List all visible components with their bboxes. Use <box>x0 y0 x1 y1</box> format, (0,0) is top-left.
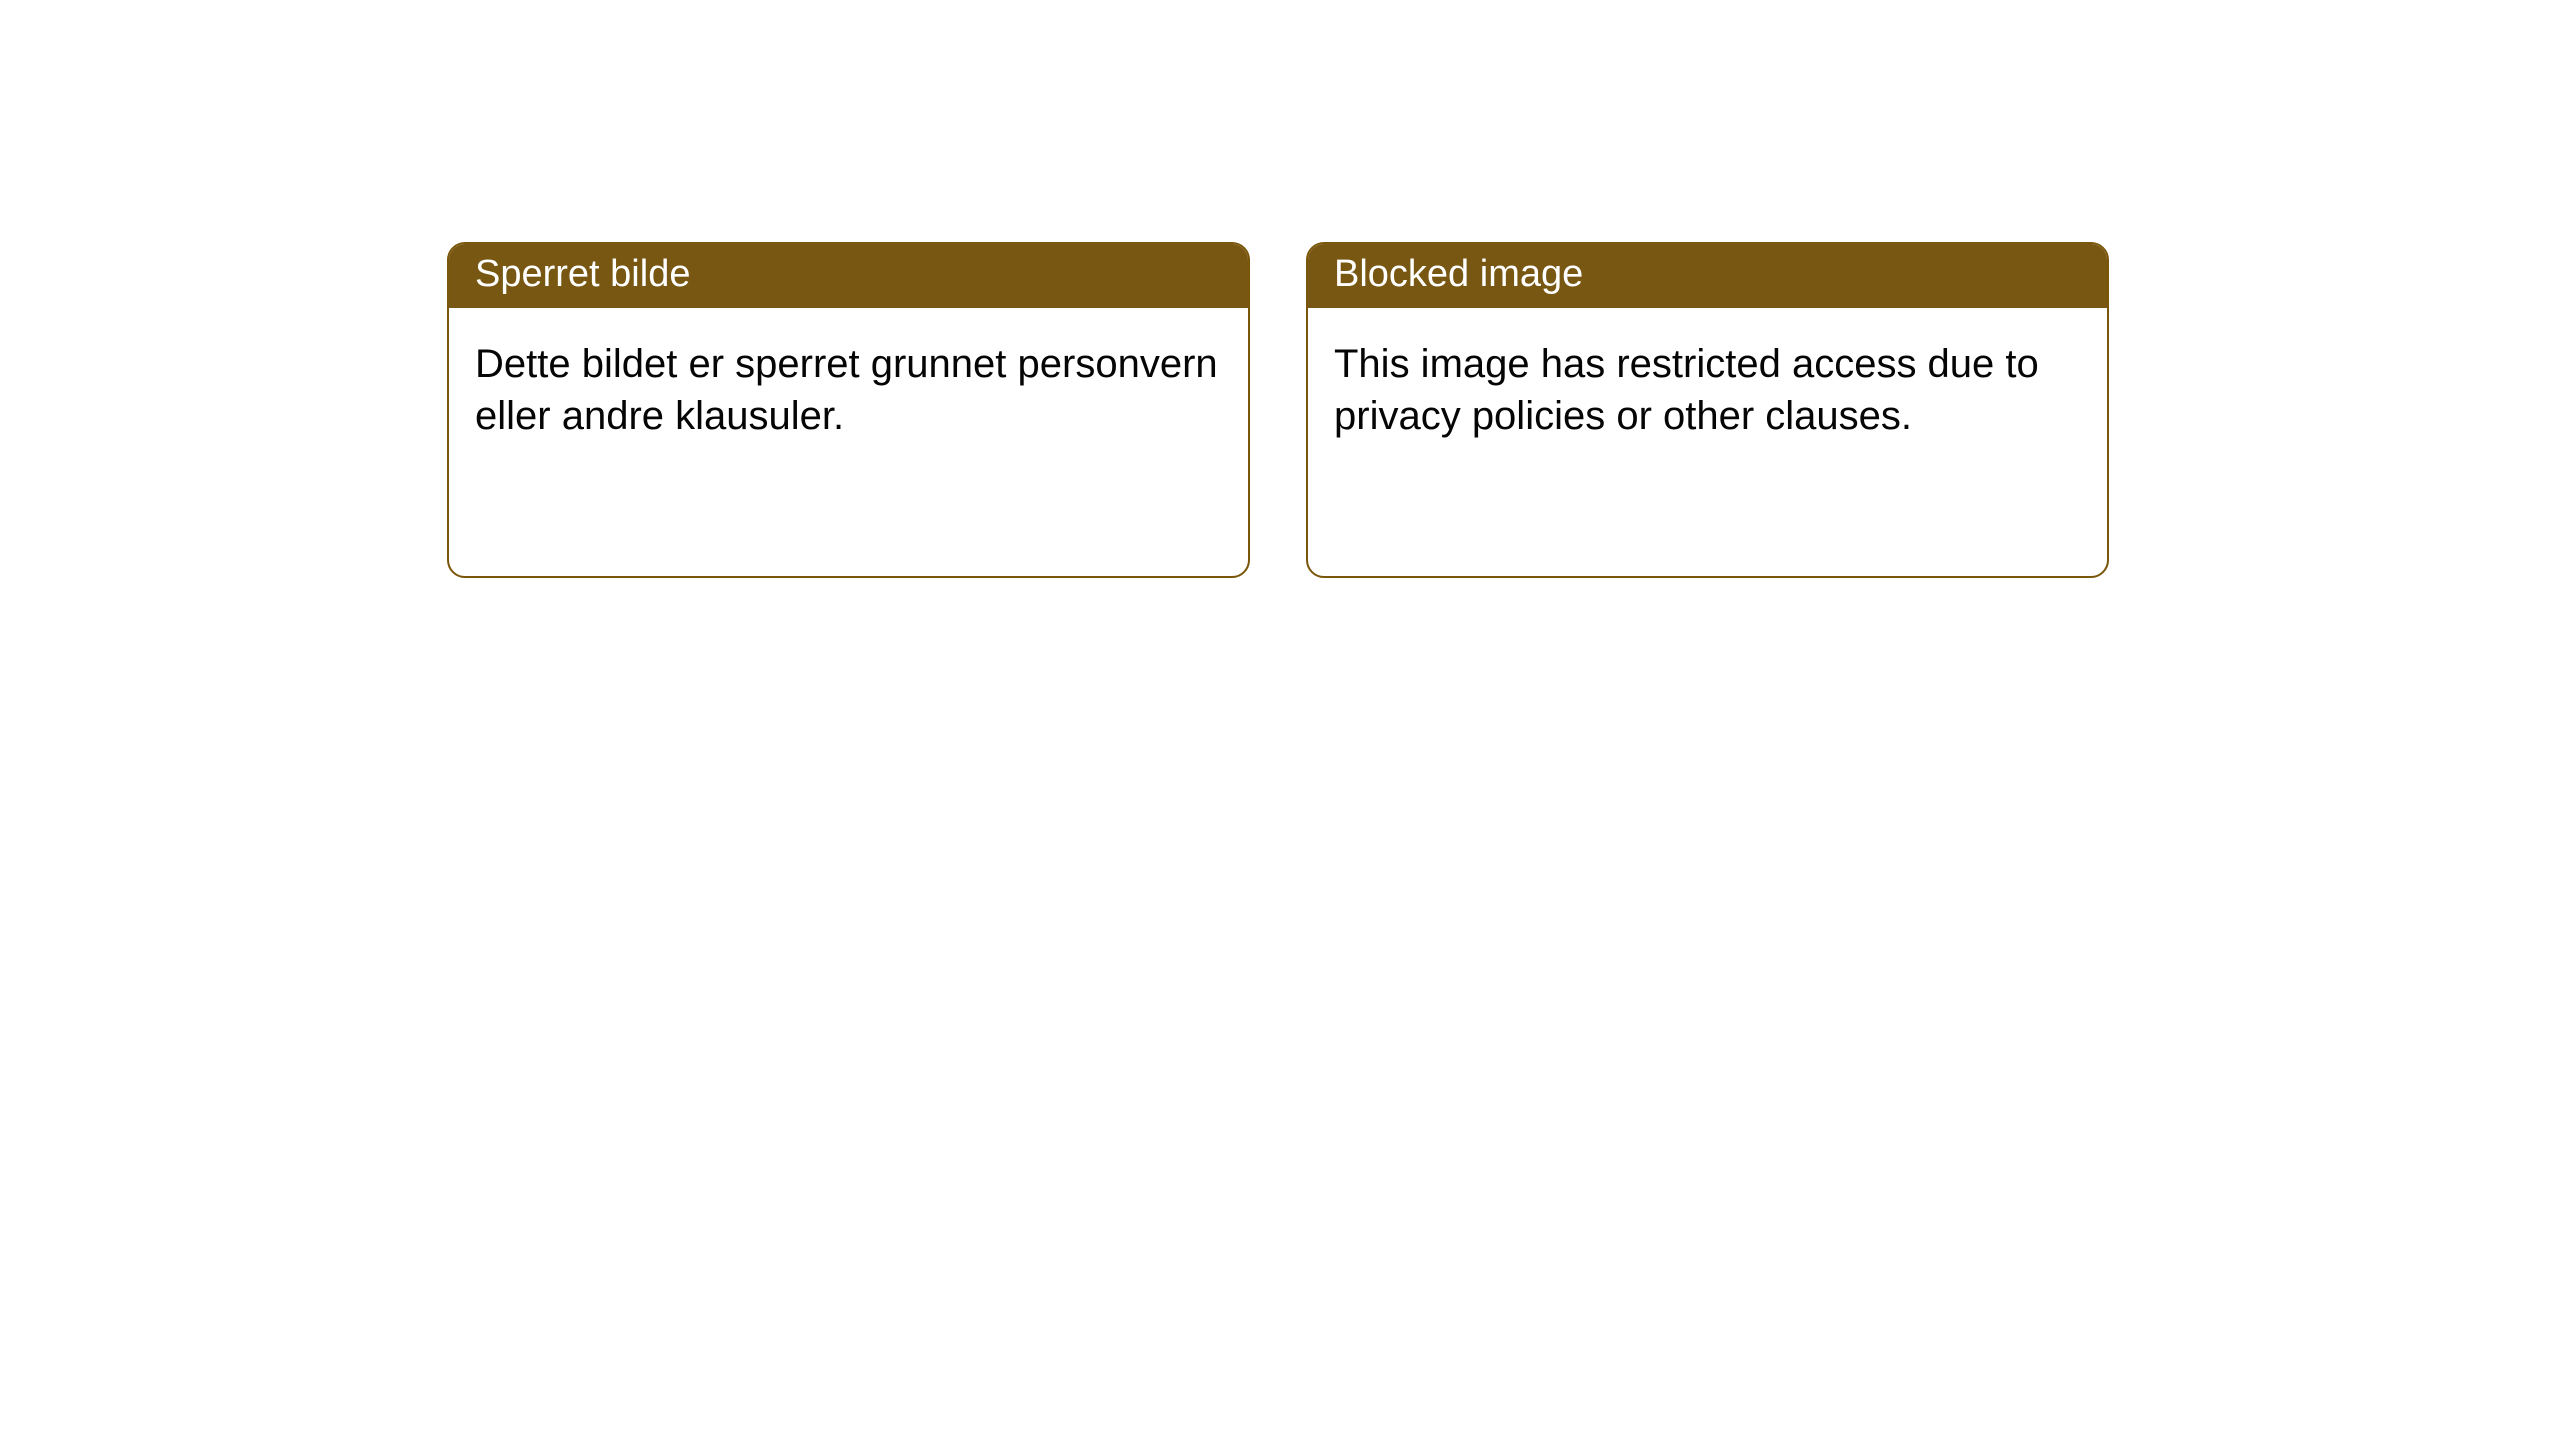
notice-card-english: Blocked image This image has restricted … <box>1306 242 2109 578</box>
notice-card-norwegian: Sperret bilde Dette bildet er sperret gr… <box>447 242 1250 578</box>
notice-card-header: Sperret bilde <box>449 244 1248 308</box>
notice-card-body: This image has restricted access due to … <box>1308 308 2107 472</box>
notice-card-header: Blocked image <box>1308 244 2107 308</box>
notice-card-body: Dette bildet er sperret grunnet personve… <box>449 308 1248 472</box>
notice-container: Sperret bilde Dette bildet er sperret gr… <box>447 242 2109 578</box>
